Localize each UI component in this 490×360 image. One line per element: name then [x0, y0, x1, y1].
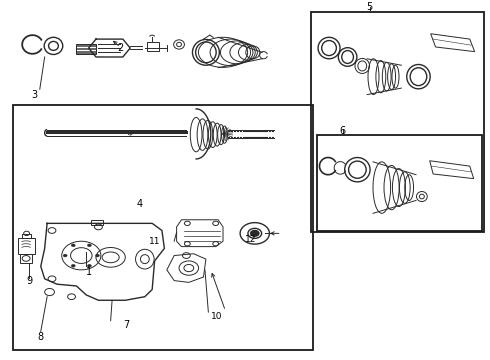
Bar: [13, 105, 314, 350]
Bar: [318, 135, 483, 231]
Bar: [91, 220, 103, 225]
Text: 8: 8: [38, 332, 44, 342]
Circle shape: [63, 254, 67, 257]
Text: 7: 7: [123, 320, 130, 330]
Circle shape: [87, 244, 91, 247]
Circle shape: [72, 264, 75, 267]
Circle shape: [250, 230, 260, 237]
Circle shape: [87, 264, 91, 267]
Bar: [20, 254, 32, 263]
Text: 3: 3: [31, 90, 37, 100]
Text: 12: 12: [245, 235, 256, 244]
Text: 11: 11: [149, 237, 160, 246]
Text: 1: 1: [86, 267, 92, 276]
Text: 6: 6: [340, 126, 346, 136]
Text: 10: 10: [211, 312, 222, 321]
Text: 2: 2: [117, 43, 123, 53]
Bar: [147, 42, 159, 51]
Text: 5: 5: [367, 2, 373, 12]
Bar: [311, 12, 485, 232]
Bar: [76, 44, 96, 54]
Circle shape: [96, 254, 99, 257]
Bar: [22, 234, 31, 238]
Bar: [18, 238, 35, 254]
Text: 4: 4: [137, 199, 143, 209]
Circle shape: [72, 244, 75, 247]
Text: 9: 9: [26, 276, 32, 285]
